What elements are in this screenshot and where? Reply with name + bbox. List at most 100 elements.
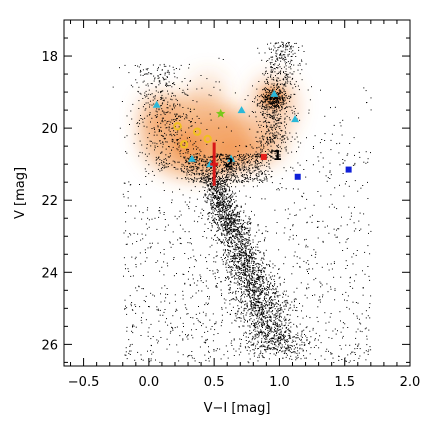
field-star <box>181 92 183 94</box>
field-star <box>254 308 256 310</box>
field-star <box>210 194 212 196</box>
field-star <box>216 255 218 257</box>
field-star <box>242 168 244 170</box>
field-star <box>285 102 287 104</box>
field-star <box>186 137 188 139</box>
field-star <box>203 196 204 198</box>
field-star <box>243 232 245 234</box>
field-star <box>264 315 266 317</box>
field-star <box>239 154 240 156</box>
field-star <box>248 216 250 218</box>
field-star <box>229 229 231 231</box>
field-star <box>225 226 227 228</box>
field-star <box>285 302 287 304</box>
field-star <box>282 84 284 86</box>
field-star <box>230 179 232 181</box>
field-star <box>165 158 167 160</box>
field-star <box>211 205 213 207</box>
field-star <box>266 140 268 142</box>
field-star <box>289 304 291 306</box>
field-star <box>266 82 268 84</box>
field-star <box>261 311 263 313</box>
field-star <box>227 185 229 187</box>
field-star <box>230 199 232 200</box>
field-star <box>289 335 291 337</box>
field-star <box>265 294 267 296</box>
field-star <box>277 98 279 100</box>
field-star <box>160 114 162 116</box>
field-star <box>272 136 274 138</box>
field-star <box>211 160 213 162</box>
field-star <box>211 208 212 210</box>
field-star <box>234 162 236 164</box>
field-star <box>123 232 125 234</box>
field-star <box>227 284 229 286</box>
field-star <box>263 267 265 269</box>
field-star <box>222 227 224 229</box>
field-star <box>284 125 286 127</box>
field-star <box>220 180 222 182</box>
field-star <box>258 294 260 296</box>
field-star <box>280 91 282 93</box>
field-star <box>259 284 261 286</box>
field-star <box>176 140 178 142</box>
field-star <box>224 164 226 166</box>
field-star <box>249 219 251 221</box>
field-star <box>231 168 233 170</box>
field-star <box>184 78 186 79</box>
field-star <box>298 47 300 48</box>
field-star <box>296 115 297 117</box>
field-star <box>234 219 236 221</box>
field-star <box>259 121 261 122</box>
field-star <box>275 96 277 98</box>
field-star <box>257 154 259 156</box>
field-star <box>171 99 173 101</box>
field-star <box>162 110 164 112</box>
field-star <box>279 63 280 65</box>
field-star <box>271 311 273 313</box>
field-star <box>276 89 277 90</box>
field-star <box>173 107 175 109</box>
field-star <box>278 86 279 88</box>
field-star <box>151 128 153 129</box>
field-star <box>243 162 245 164</box>
field-star <box>224 202 226 203</box>
field-star <box>269 317 271 318</box>
field-star <box>261 96 263 98</box>
field-star <box>264 339 266 341</box>
field-star <box>267 113 269 115</box>
field-star <box>272 347 274 348</box>
field-star <box>301 341 303 343</box>
field-star <box>212 205 214 207</box>
field-star <box>193 142 195 144</box>
field-star <box>281 316 282 318</box>
field-star <box>168 85 170 87</box>
field-star <box>334 234 336 236</box>
field-star <box>246 312 248 314</box>
field-star <box>233 230 235 232</box>
field-star <box>195 156 197 158</box>
field-star <box>270 92 272 94</box>
field-star <box>286 326 288 328</box>
field-star <box>277 105 279 107</box>
field-star <box>270 94 272 96</box>
field-star <box>238 180 240 182</box>
field-star <box>179 105 181 107</box>
field-star <box>271 98 272 100</box>
field-star <box>249 326 251 328</box>
field-star <box>270 132 272 134</box>
field-star <box>194 178 196 180</box>
field-star <box>229 207 231 209</box>
field-star <box>227 227 229 229</box>
field-star <box>279 57 281 59</box>
field-star <box>281 41 283 43</box>
field-star <box>278 333 280 335</box>
field-star <box>248 269 250 271</box>
field-star <box>247 180 249 182</box>
field-star <box>265 90 266 92</box>
field-star <box>273 336 275 338</box>
field-star <box>158 80 160 82</box>
field-star <box>283 97 285 99</box>
field-star <box>305 244 307 246</box>
field-star <box>251 306 253 308</box>
